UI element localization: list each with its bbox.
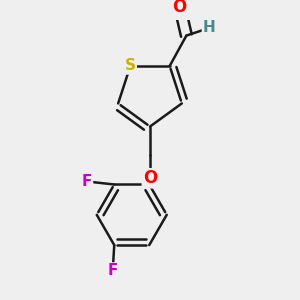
Text: O: O	[143, 169, 157, 187]
Text: F: F	[82, 174, 92, 189]
Text: F: F	[107, 263, 118, 278]
Text: O: O	[172, 0, 187, 16]
Text: H: H	[203, 20, 216, 35]
Text: S: S	[125, 58, 136, 74]
